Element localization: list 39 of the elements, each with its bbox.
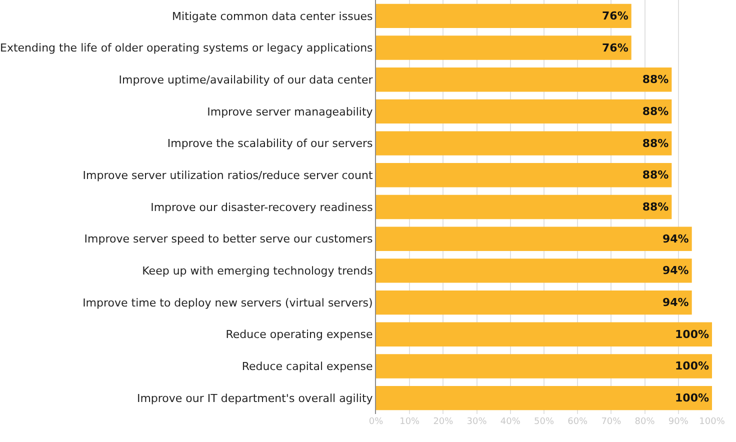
- y-tick-label: Reduce capital expense: [242, 360, 374, 374]
- y-tick-label: Extending the life of older operating systems or legacy applications: [0, 42, 374, 55]
- y-tick-label: Improve server speed to better serve our customers: [84, 232, 374, 246]
- bar: [376, 258, 692, 283]
- bar: [376, 322, 712, 346]
- y-tick-label: Mitigate common data center issues: [172, 10, 374, 23]
- y-tick-label: Improve time to deploy new servers (virtual servers): [82, 296, 373, 310]
- data-label: 76%: [602, 41, 628, 54]
- y-tick-label: Improve server manageability: [207, 105, 374, 118]
- data-label: 100%: [675, 392, 709, 405]
- bar: [376, 354, 712, 378]
- data-label: 88%: [642, 104, 669, 118]
- bar: [376, 4, 632, 28]
- data-label: 88%: [642, 136, 669, 150]
- data-label: 94%: [662, 232, 689, 246]
- data-label: 100%: [675, 360, 709, 373]
- data-label: 88%: [642, 200, 669, 214]
- y-tick-label: Keep up with emerging technology trends: [142, 264, 374, 278]
- y-tick-label: Improve our disaster-recovery readiness: [150, 200, 374, 214]
- data-label: 76%: [602, 9, 628, 22]
- bar: [376, 386, 712, 410]
- bar: [376, 36, 632, 60]
- y-tick-label: Improve uptime/availability of our data center: [118, 73, 374, 86]
- data-label: 88%: [642, 168, 669, 182]
- y-tick-label: Improve the scalability of our servers: [167, 137, 374, 150]
- y-tick-label: Reduce operating expense: [226, 328, 374, 342]
- bar: [376, 68, 672, 92]
- data-label: 94%: [662, 296, 689, 310]
- data-label: 100%: [675, 328, 709, 341]
- bar: [376, 99, 672, 124]
- bar: [376, 290, 692, 315]
- y-tick-label: Improve server utilization ratios/reduce server count: [82, 169, 374, 182]
- bar: [376, 194, 672, 220]
- data-label: 94%: [662, 264, 689, 278]
- bar: [376, 131, 672, 156]
- bar: [376, 163, 672, 188]
- bar: [376, 226, 692, 251]
- data-label: 88%: [642, 73, 669, 86]
- y-tick-label: Improve our IT department's overall agility: [136, 392, 374, 405]
